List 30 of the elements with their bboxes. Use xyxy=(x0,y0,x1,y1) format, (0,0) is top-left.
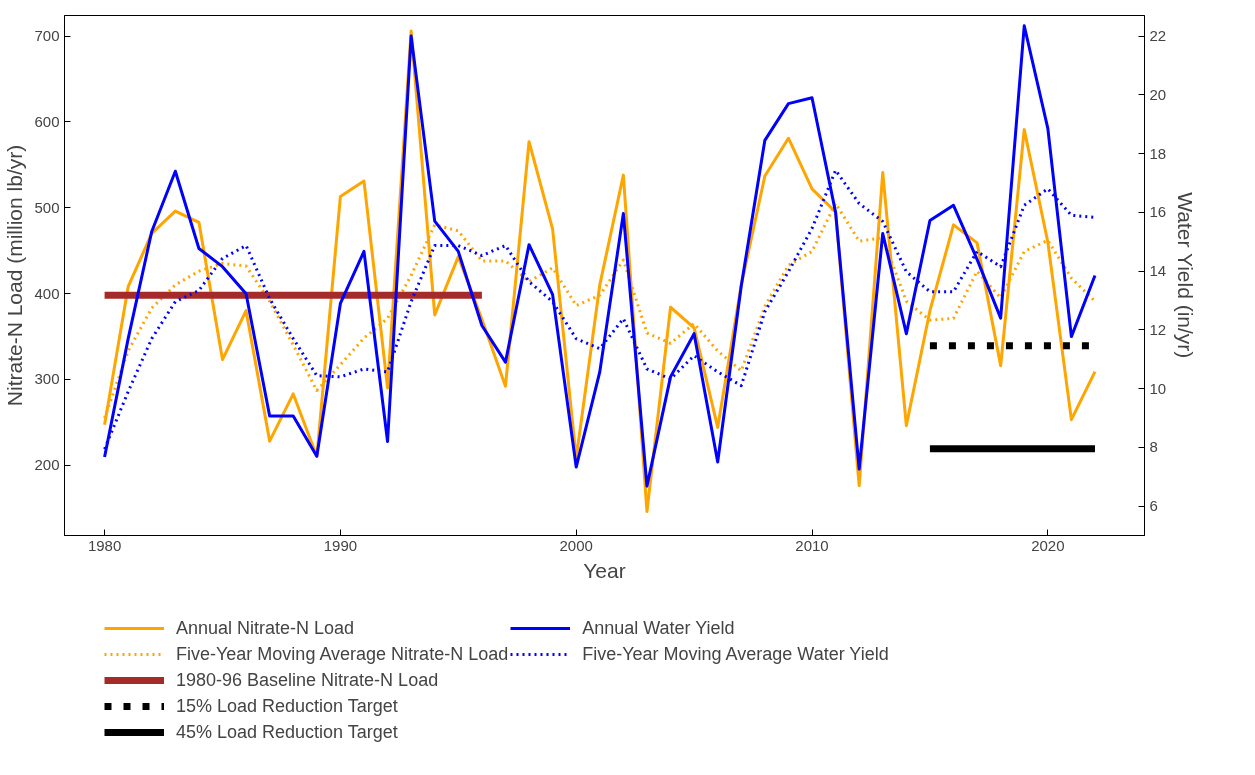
y2-tick-label: 20 xyxy=(1149,85,1167,103)
x-tick-label: 2020 xyxy=(1031,536,1065,554)
y-axis-title: Nitrate-N Load (million lb/yr) xyxy=(3,144,27,407)
y-tick-label: 700 xyxy=(34,27,60,45)
y2-axis-title: Water Yield (in/yr) xyxy=(1174,192,1198,359)
y2-tick-label: 22 xyxy=(1149,27,1167,45)
y-tick-label: 200 xyxy=(34,456,60,474)
y2-tick-label: 12 xyxy=(1149,320,1167,338)
y2-tick-label: 14 xyxy=(1149,262,1167,280)
x-tick-label: 1980 xyxy=(87,536,122,554)
y-tick-label: 400 xyxy=(34,284,60,302)
x-tick-label: 2000 xyxy=(559,536,593,554)
legend-label: Five-Year Moving Average Water Yield xyxy=(582,642,889,666)
legend-label: 45% Load Reduction Target xyxy=(176,720,398,744)
x-axis-title: Year xyxy=(583,558,626,582)
y2-tick-label: 10 xyxy=(1149,379,1167,397)
x-tick-label: 1990 xyxy=(323,536,358,554)
y2-tick-label: 6 xyxy=(1149,497,1158,515)
legend-label: 1980-96 Baseline Nitrate-N Load xyxy=(176,668,439,692)
y2-tick-label: 8 xyxy=(1149,438,1158,456)
x-tick-label: 2010 xyxy=(795,536,829,554)
y2-tick-label: 18 xyxy=(1149,144,1167,162)
legend-label: Five-Year Moving Average Nitrate-N Load xyxy=(176,642,509,666)
y-tick-label: 300 xyxy=(34,370,60,388)
legend-label: Annual Nitrate-N Load xyxy=(176,616,355,640)
legend-label: 15% Load Reduction Target xyxy=(176,694,398,718)
y-tick-label: 500 xyxy=(34,198,60,216)
y-tick-label: 600 xyxy=(34,112,60,130)
legend-label: Annual Water Yield xyxy=(582,616,735,640)
y2-tick-label: 16 xyxy=(1149,203,1167,221)
